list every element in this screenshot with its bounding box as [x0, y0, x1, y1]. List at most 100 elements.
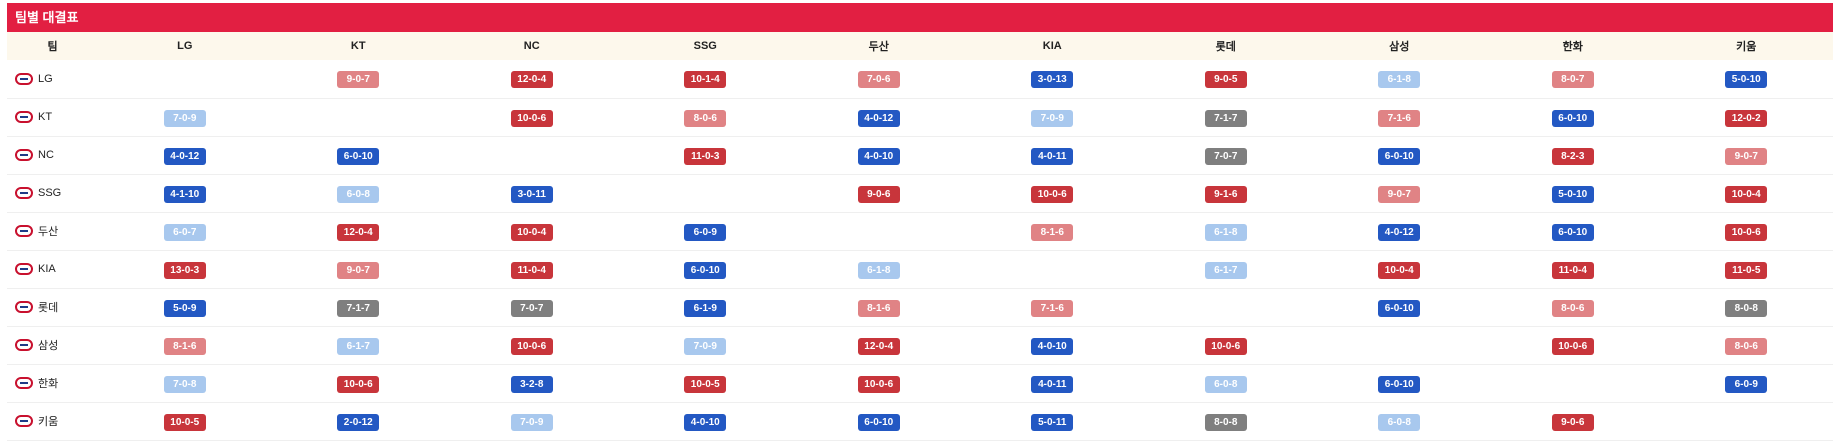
record-badge: 9-1-6: [1204, 185, 1247, 203]
table-body: LG 9-0-7 12-0-4 10-1-4 7-0-6 3-0-13 9-0-5 6-1-8…: [7, 60, 1833, 440]
matchup-table: 팀 LG KT NC SSG 두산 KIA 롯데 삼성 한화 키움 LG 9-0-7 12-0-4 10-…: [7, 32, 1833, 441]
record-badge: 6-0-10: [1378, 147, 1421, 165]
matchup-cell: 10-0-4: [1313, 250, 1487, 288]
table-row: KIA 13-0-3 9-0-7 11-0-4 6-0-10 6-1-8 6-1-7 10-0…: [7, 250, 1833, 288]
record-badge: 10-0-6: [1031, 185, 1074, 203]
matchup-cell: 6-0-10: [792, 402, 966, 440]
record-badge: 6-0-10: [1551, 109, 1594, 127]
matchup-cell: [1313, 326, 1487, 364]
column-header: 키움: [1736, 41, 1757, 53]
landers-logo-icon: [15, 187, 33, 199]
record-badge: 3-0-13: [1031, 71, 1074, 89]
record-badge: 5-0-10: [1551, 185, 1594, 203]
column-header: NC: [523, 40, 540, 52]
column-header: 한화: [1562, 41, 1583, 53]
matchup-cell: 11-0-3: [619, 136, 793, 174]
record-badge: 7-0-7: [510, 299, 553, 317]
matchup-cell: 5-0-10: [1486, 174, 1660, 212]
record-badge: 6-1-8: [857, 261, 900, 279]
matchup-cell: 9-0-6: [792, 174, 966, 212]
matchup-cell: 9-0-7: [1313, 174, 1487, 212]
record-badge: 11-0-5: [1725, 261, 1768, 279]
record-badge: 8-1-6: [857, 299, 900, 317]
matchup-cell: 5-0-9: [98, 288, 272, 326]
team-name: KIA: [38, 263, 56, 275]
matchup-cell: 8-0-8: [1139, 402, 1313, 440]
record-badge: 4-0-11: [1031, 147, 1074, 165]
matchup-cell: 6-1-7: [1139, 250, 1313, 288]
team-name: 삼성: [38, 340, 59, 352]
matchup-cell: 6-1-8: [1139, 212, 1313, 250]
matchup-cell: 6-1-9: [619, 288, 793, 326]
matchup-cell: 10-0-4: [1660, 174, 1833, 212]
matchup-cell: 6-1-7: [272, 326, 446, 364]
record-badge: 6-0-9: [1725, 375, 1768, 393]
record-badge: 10-0-5: [684, 375, 727, 393]
matchup-cell: 12-0-2: [1660, 98, 1833, 136]
matchup-cell: 11-0-4: [445, 250, 619, 288]
record-badge: 10-0-6: [1551, 337, 1594, 355]
matchup-cell: 10-0-6: [966, 174, 1140, 212]
record-badge: 8-0-6: [684, 109, 727, 127]
record-badge: 6-1-7: [337, 337, 380, 355]
record-badge: 8-0-6: [1725, 337, 1768, 355]
record-badge: 10-1-4: [684, 71, 727, 89]
team-name: 한화: [38, 378, 59, 390]
column-header: 두산: [868, 41, 889, 53]
record-badge: 9-0-7: [337, 261, 380, 279]
matchup-cell: 5-0-10: [1660, 60, 1833, 98]
record-badge: 10-0-6: [1204, 337, 1247, 355]
team-name: NC: [38, 149, 54, 161]
table-row: LG 9-0-7 12-0-4 10-1-4 7-0-6 3-0-13 9-0-5 6-1-8…: [7, 60, 1833, 98]
row-team-cell: 한화: [7, 364, 98, 402]
row-team-cell: KIA: [7, 250, 98, 288]
matchup-cell: 6-0-9: [619, 212, 793, 250]
column-header: 삼성: [1389, 41, 1410, 53]
matchup-cell: 5-0-11: [966, 402, 1140, 440]
matchup-cell: 8-1-6: [966, 212, 1140, 250]
header-corner-label: 팀: [47, 41, 58, 53]
record-badge: 4-0-12: [1378, 223, 1421, 241]
record-badge: 6-0-10: [337, 147, 380, 165]
matchup-cell: 3-0-11: [445, 174, 619, 212]
record-badge: 7-0-9: [1031, 109, 1074, 127]
table-row: SSG 4-1-10 6-0-8 3-0-11 9-0-6 10-0-6 9-1-6 9-0-…: [7, 174, 1833, 212]
matchup-cell: 8-1-6: [98, 326, 272, 364]
matchup-cell: 10-0-6: [792, 364, 966, 402]
matchup-cell: 7-1-7: [272, 288, 446, 326]
matchup-cell: 8-0-6: [619, 98, 793, 136]
matchup-cell: 8-0-6: [1486, 288, 1660, 326]
team-name: 키움: [38, 416, 59, 428]
matchup-cell: [966, 250, 1140, 288]
matchup-cell: 7-1-6: [1313, 98, 1487, 136]
record-badge: 6-0-10: [1378, 375, 1421, 393]
record-badge: 8-1-6: [1031, 223, 1074, 241]
column-header: KIA: [1042, 40, 1062, 52]
record-badge: 6-0-10: [1378, 299, 1421, 317]
record-badge: 7-1-7: [1204, 109, 1247, 127]
record-badge: 10-0-4: [1725, 185, 1768, 203]
matchup-cell: 6-0-10: [619, 250, 793, 288]
matchup-cell: 7-1-7: [1139, 98, 1313, 136]
matchup-cell: 7-0-8: [98, 364, 272, 402]
record-badge: 4-0-10: [857, 147, 900, 165]
matchup-cell: 7-0-9: [445, 402, 619, 440]
record-badge: 12-0-4: [337, 223, 380, 241]
record-badge: 6-0-8: [1204, 375, 1247, 393]
record-badge: 9-0-6: [857, 185, 900, 203]
matchup-cell: 7-0-9: [966, 98, 1140, 136]
matchup-cell: 8-2-3: [1486, 136, 1660, 174]
bears-logo-icon: [15, 225, 33, 237]
team-name: LG: [38, 72, 53, 85]
record-badge: 7-0-9: [684, 337, 727, 355]
column-header: SSG: [693, 40, 717, 52]
record-badge: 4-0-10: [1031, 337, 1074, 355]
record-badge: 3-2-8: [510, 375, 553, 393]
matchup-cell: [272, 98, 446, 136]
record-badge: 7-1-7: [337, 299, 380, 317]
record-badge: 9-0-6: [1551, 413, 1594, 431]
matchup-cell: 6-1-8: [792, 250, 966, 288]
record-badge: 7-1-6: [1378, 109, 1421, 127]
matchup-cell: 6-0-8: [1139, 364, 1313, 402]
matchup-cell: 6-0-10: [1486, 212, 1660, 250]
